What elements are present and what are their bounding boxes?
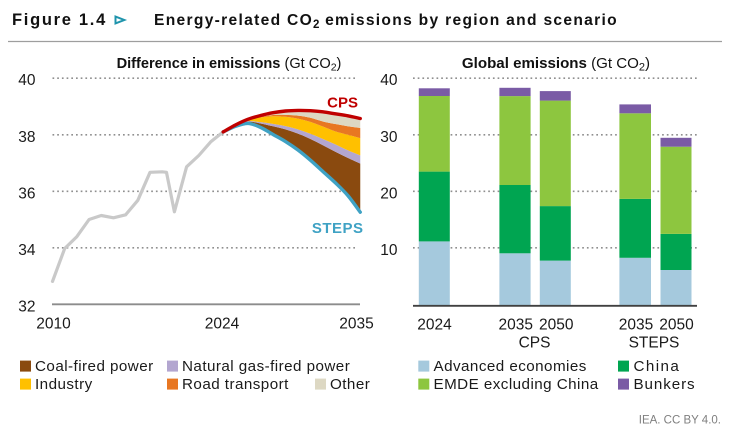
svg-text:2024: 2024: [205, 316, 240, 333]
svg-text:Global emissions (Gt CO2): Global emissions (Gt CO2): [462, 55, 650, 74]
svg-text:IEA. CC BY 4.0.: IEA. CC BY 4.0.: [639, 415, 721, 427]
svg-text:STEPS: STEPS: [629, 335, 680, 352]
svg-text:EMDE excluding China: EMDE excluding China: [434, 376, 599, 393]
svg-text:2024: 2024: [417, 317, 452, 334]
svg-text:2035: 2035: [619, 317, 653, 334]
svg-text:20: 20: [380, 185, 398, 202]
svg-text:40: 40: [380, 72, 398, 89]
svg-text:Energy-related CO2 emissions b: Energy-related CO2 emissions by region a…: [154, 12, 618, 31]
svg-text:32: 32: [18, 298, 35, 315]
svg-text:36: 36: [18, 185, 35, 202]
svg-text:CPS: CPS: [519, 335, 551, 352]
svg-text:38: 38: [18, 129, 35, 146]
svg-text:2035: 2035: [498, 317, 532, 334]
svg-text:30: 30: [380, 129, 398, 146]
svg-text:2035: 2035: [339, 316, 373, 333]
svg-text:STEPS: STEPS: [312, 220, 364, 237]
svg-text:Other: Other: [330, 376, 370, 393]
svg-text:Advanced economies: Advanced economies: [434, 358, 587, 375]
svg-text:Difference in emissions (Gt CO: Difference in emissions (Gt CO2): [117, 56, 342, 74]
svg-text:2050: 2050: [539, 317, 574, 334]
svg-text:40: 40: [18, 72, 36, 89]
svg-text:2050: 2050: [659, 317, 694, 334]
svg-text:Industry: Industry: [35, 376, 93, 393]
svg-text:2010: 2010: [36, 316, 71, 333]
svg-text:Natural gas-fired power: Natural gas-fired power: [182, 358, 350, 375]
svg-text:CPS: CPS: [327, 95, 358, 112]
svg-text:34: 34: [18, 242, 36, 259]
svg-text:Coal-fired power: Coal-fired power: [35, 358, 154, 375]
svg-text:Figure 1.4: Figure 1.4: [12, 11, 107, 29]
svg-text:Road transport: Road transport: [182, 376, 289, 393]
svg-text:10: 10: [380, 242, 398, 259]
svg-text:China: China: [634, 358, 681, 375]
svg-text:Bunkers: Bunkers: [634, 376, 696, 393]
